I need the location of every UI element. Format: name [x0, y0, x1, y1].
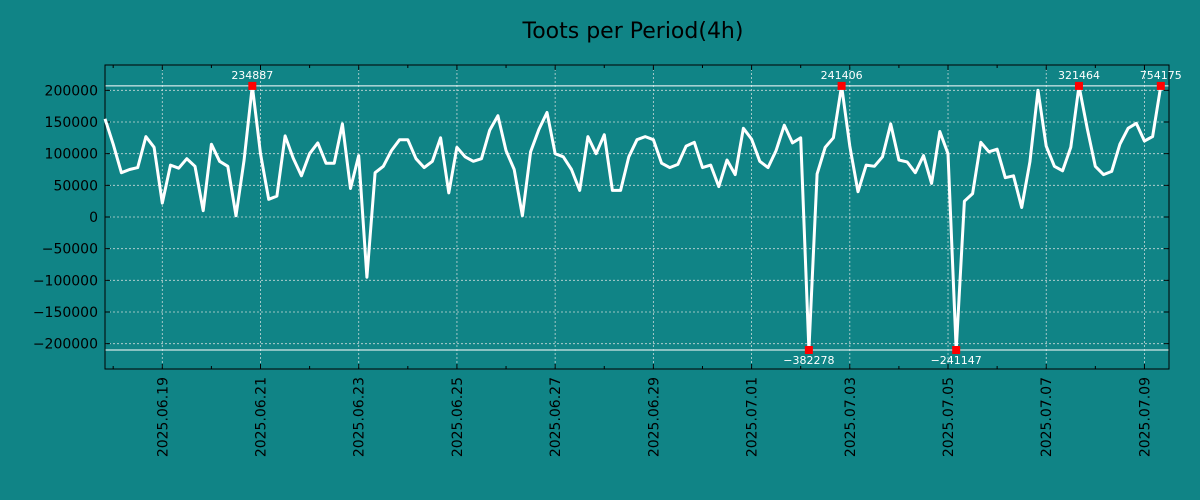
- x-tick-label: 2025.06.23: [352, 377, 368, 457]
- plot-frame: [104, 64, 1170, 370]
- x-tick-label: 2025.06.27: [548, 377, 564, 457]
- x-tick-label: 2025.06.21: [254, 377, 270, 457]
- x-tick-label: 2025.06.19: [155, 377, 171, 457]
- y-tick-label: 150000: [45, 115, 98, 131]
- y-tick-label: −150000: [33, 305, 98, 321]
- peak-label: 754175: [1140, 69, 1182, 82]
- chart-title: Toots per Period(4h): [522, 19, 744, 44]
- peak-label: 321464: [1058, 69, 1100, 82]
- peak-marker: [1156, 81, 1165, 90]
- x-tick-label: 2025.07.05: [941, 377, 957, 457]
- y-tick-label: −50000: [42, 242, 98, 258]
- y-tick-label: 50000: [53, 178, 98, 194]
- x-tick-label: 2025.06.29: [646, 377, 662, 457]
- x-tick-label: 2025.07.03: [843, 377, 859, 457]
- grid: [105, 65, 1169, 369]
- peak-label: 241406: [821, 69, 863, 82]
- clip-lines: [105, 85, 1169, 351]
- peak-markers: [248, 81, 1165, 354]
- series-line: [103, 84, 1163, 352]
- peak-labels: 234887 −382278 241406 −241147 321464 754175: [231, 69, 1181, 367]
- x-tick-label: 2025.06.25: [450, 377, 466, 457]
- x-tick-label: 2025.07.01: [745, 377, 761, 457]
- axes: 200000 150000 100000 50000 0 −50000 −100000 −15…: [33, 64, 1170, 457]
- y-tick-label: 0: [89, 210, 98, 226]
- peak-marker: [837, 81, 846, 90]
- peak-label: −382278: [783, 354, 834, 367]
- peak-marker: [1074, 81, 1083, 90]
- y-tick-label: −100000: [33, 273, 98, 289]
- y-tick-label: −200000: [33, 337, 98, 353]
- peak-marker: [804, 346, 813, 354]
- series: [103, 84, 1163, 352]
- y-tick-label: 100000: [45, 147, 98, 163]
- peak-marker: [248, 81, 257, 90]
- peak-marker: [952, 346, 961, 354]
- x-tick-label: 2025.07.07: [1039, 377, 1055, 457]
- peak-label: 234887: [231, 69, 273, 82]
- peak-label: −241147: [931, 354, 982, 367]
- x-tick-label: 2025.07.09: [1137, 377, 1153, 457]
- y-tick-label: 200000: [45, 83, 98, 99]
